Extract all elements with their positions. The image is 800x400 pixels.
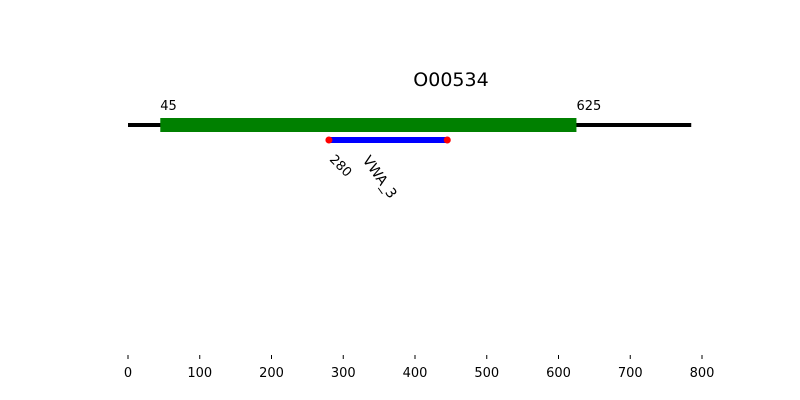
region-start-label: 45 <box>160 99 177 114</box>
x-tick-label: 600 <box>546 366 571 381</box>
domain-start-marker <box>325 136 333 144</box>
x-tick-label: 700 <box>618 366 643 381</box>
x-axis: 0 100 200 300 400 500 600 700 800 <box>124 355 715 381</box>
x-tick-label: 200 <box>259 366 284 381</box>
x-tick-label: 800 <box>690 366 715 381</box>
region-bar <box>160 118 577 132</box>
chart-title: O00534 <box>413 69 488 91</box>
x-tick-label: 100 <box>187 366 212 381</box>
region-end-label: 625 <box>576 99 601 114</box>
domain-end-marker <box>443 136 451 144</box>
domains-layer: 280 VWA_3 <box>325 136 451 202</box>
x-tick-label: 500 <box>474 366 499 381</box>
domain-name-label: VWA_3 <box>359 153 400 202</box>
x-tick-label: 0 <box>124 366 132 381</box>
domain-start-label: 280 <box>326 152 354 180</box>
x-tick-label: 300 <box>331 366 356 381</box>
x-tick-label: 400 <box>403 366 428 381</box>
